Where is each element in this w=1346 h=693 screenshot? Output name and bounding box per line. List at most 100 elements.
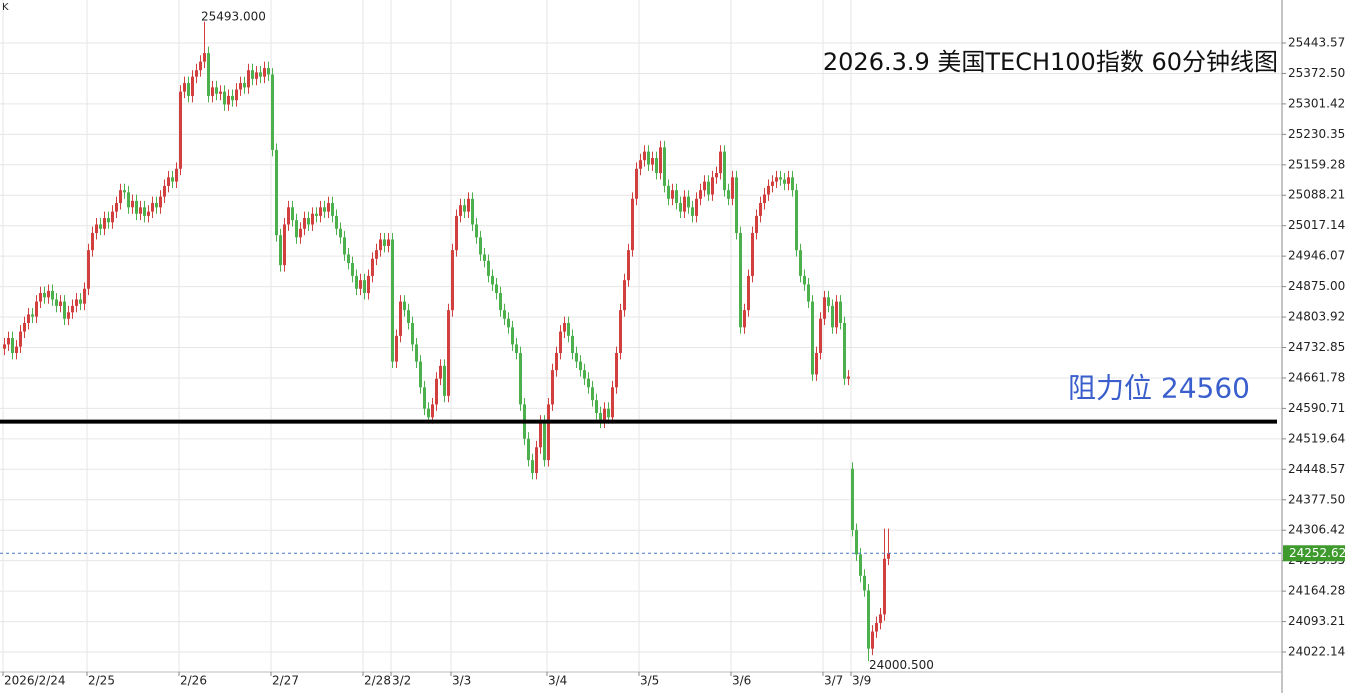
candle-body (139, 207, 142, 214)
candle-body (483, 254, 486, 261)
candle-body (315, 213, 318, 216)
candle-body (859, 554, 862, 576)
candle-body (311, 213, 314, 225)
candle-body (331, 203, 334, 216)
candle-body (343, 237, 346, 255)
candle-body (327, 203, 330, 212)
candle-body (807, 284, 810, 302)
candle-body (603, 408, 606, 422)
candle-body (427, 408, 430, 418)
candle-body (551, 370, 554, 405)
candle-body (715, 173, 718, 178)
candle-body (763, 194, 766, 204)
candle-body (131, 200, 134, 208)
candle-body (543, 421, 546, 461)
candle-body (223, 91, 226, 105)
min-label: 24000.500 (869, 658, 934, 672)
candle-body (335, 215, 338, 229)
x-tick-label: 3/4 (548, 674, 567, 688)
candle-body (731, 177, 734, 199)
candle-body (155, 203, 158, 208)
candle-body (219, 91, 222, 94)
candle-body (191, 76, 194, 96)
candle-body (647, 151, 650, 165)
candle-body (811, 301, 814, 375)
candle-body (283, 224, 286, 266)
candle-body (595, 400, 598, 413)
y-tick-label: 24803.92 (1288, 310, 1345, 324)
candle-body (147, 211, 150, 216)
candle-body (267, 68, 270, 75)
x-tick-label: 2/28 (364, 674, 391, 688)
candle-body (575, 353, 578, 362)
candle-body (35, 301, 38, 317)
candle-body (143, 207, 146, 216)
candle-body (519, 353, 522, 405)
candle-body (123, 190, 126, 193)
candle-body (723, 151, 726, 191)
candle-body (535, 447, 538, 473)
candle-body (395, 335, 398, 362)
candle-body (115, 203, 118, 212)
y-tick-label: 25230.35 (1288, 127, 1345, 141)
candle-body (247, 70, 250, 88)
candle-body (167, 177, 170, 186)
candle-body (887, 553, 890, 559)
candle-body (407, 310, 410, 324)
candle-body (695, 198, 698, 216)
y-tick-label: 24946.07 (1288, 249, 1345, 263)
candle-body (255, 72, 258, 79)
candle-body (579, 361, 582, 371)
candle-body (215, 87, 218, 94)
candle-body (415, 344, 418, 362)
x-tick-label: 3/9 (852, 674, 871, 688)
candle-body (63, 301, 66, 319)
candle-body (607, 408, 610, 418)
candle-body (671, 190, 674, 199)
candle-body (11, 338, 14, 354)
y-tick-label: 24164.28 (1288, 584, 1345, 598)
candle-body (175, 168, 178, 182)
y-tick-label: 25017.14 (1288, 218, 1345, 232)
candle-body (707, 181, 710, 195)
candle-body (791, 177, 794, 191)
candle-body (779, 177, 782, 180)
candle-body (867, 590, 870, 649)
candle-body (567, 323, 570, 336)
y-tick-label: 24732.85 (1288, 340, 1345, 354)
candle-body (187, 83, 190, 96)
candle-body (171, 177, 174, 182)
candle-body (759, 203, 762, 216)
candle-body (875, 622, 878, 632)
candle-body (39, 293, 42, 302)
candle-body (823, 297, 826, 319)
candle-body (51, 290, 54, 300)
x-tick-label: 3/5 (640, 674, 659, 688)
candle-body (587, 378, 590, 388)
candle-body (819, 318, 822, 354)
candle-body (803, 275, 806, 285)
candle-body (363, 280, 366, 294)
candle-body (471, 198, 474, 225)
candle-body (19, 331, 22, 347)
candle-body (735, 177, 738, 234)
last-price-label: 24252.62 (1289, 546, 1346, 560)
x-tick-label: 2/26 (180, 674, 207, 688)
candle-body (487, 260, 490, 276)
candle-body (243, 83, 246, 88)
candle-body (559, 331, 562, 354)
candle-body (179, 91, 182, 169)
candle-body (459, 205, 462, 216)
candle-body (611, 387, 614, 418)
candle-body (783, 179, 786, 184)
candle-body (843, 323, 846, 379)
candle-body (231, 95, 234, 101)
candle-body (655, 158, 658, 174)
candle-body (771, 181, 774, 186)
candle-body (23, 323, 26, 332)
candle-body (683, 196, 686, 212)
candle-body (727, 190, 730, 199)
candle-body (183, 83, 186, 92)
candle-body (515, 344, 518, 354)
candle-body (119, 190, 122, 204)
